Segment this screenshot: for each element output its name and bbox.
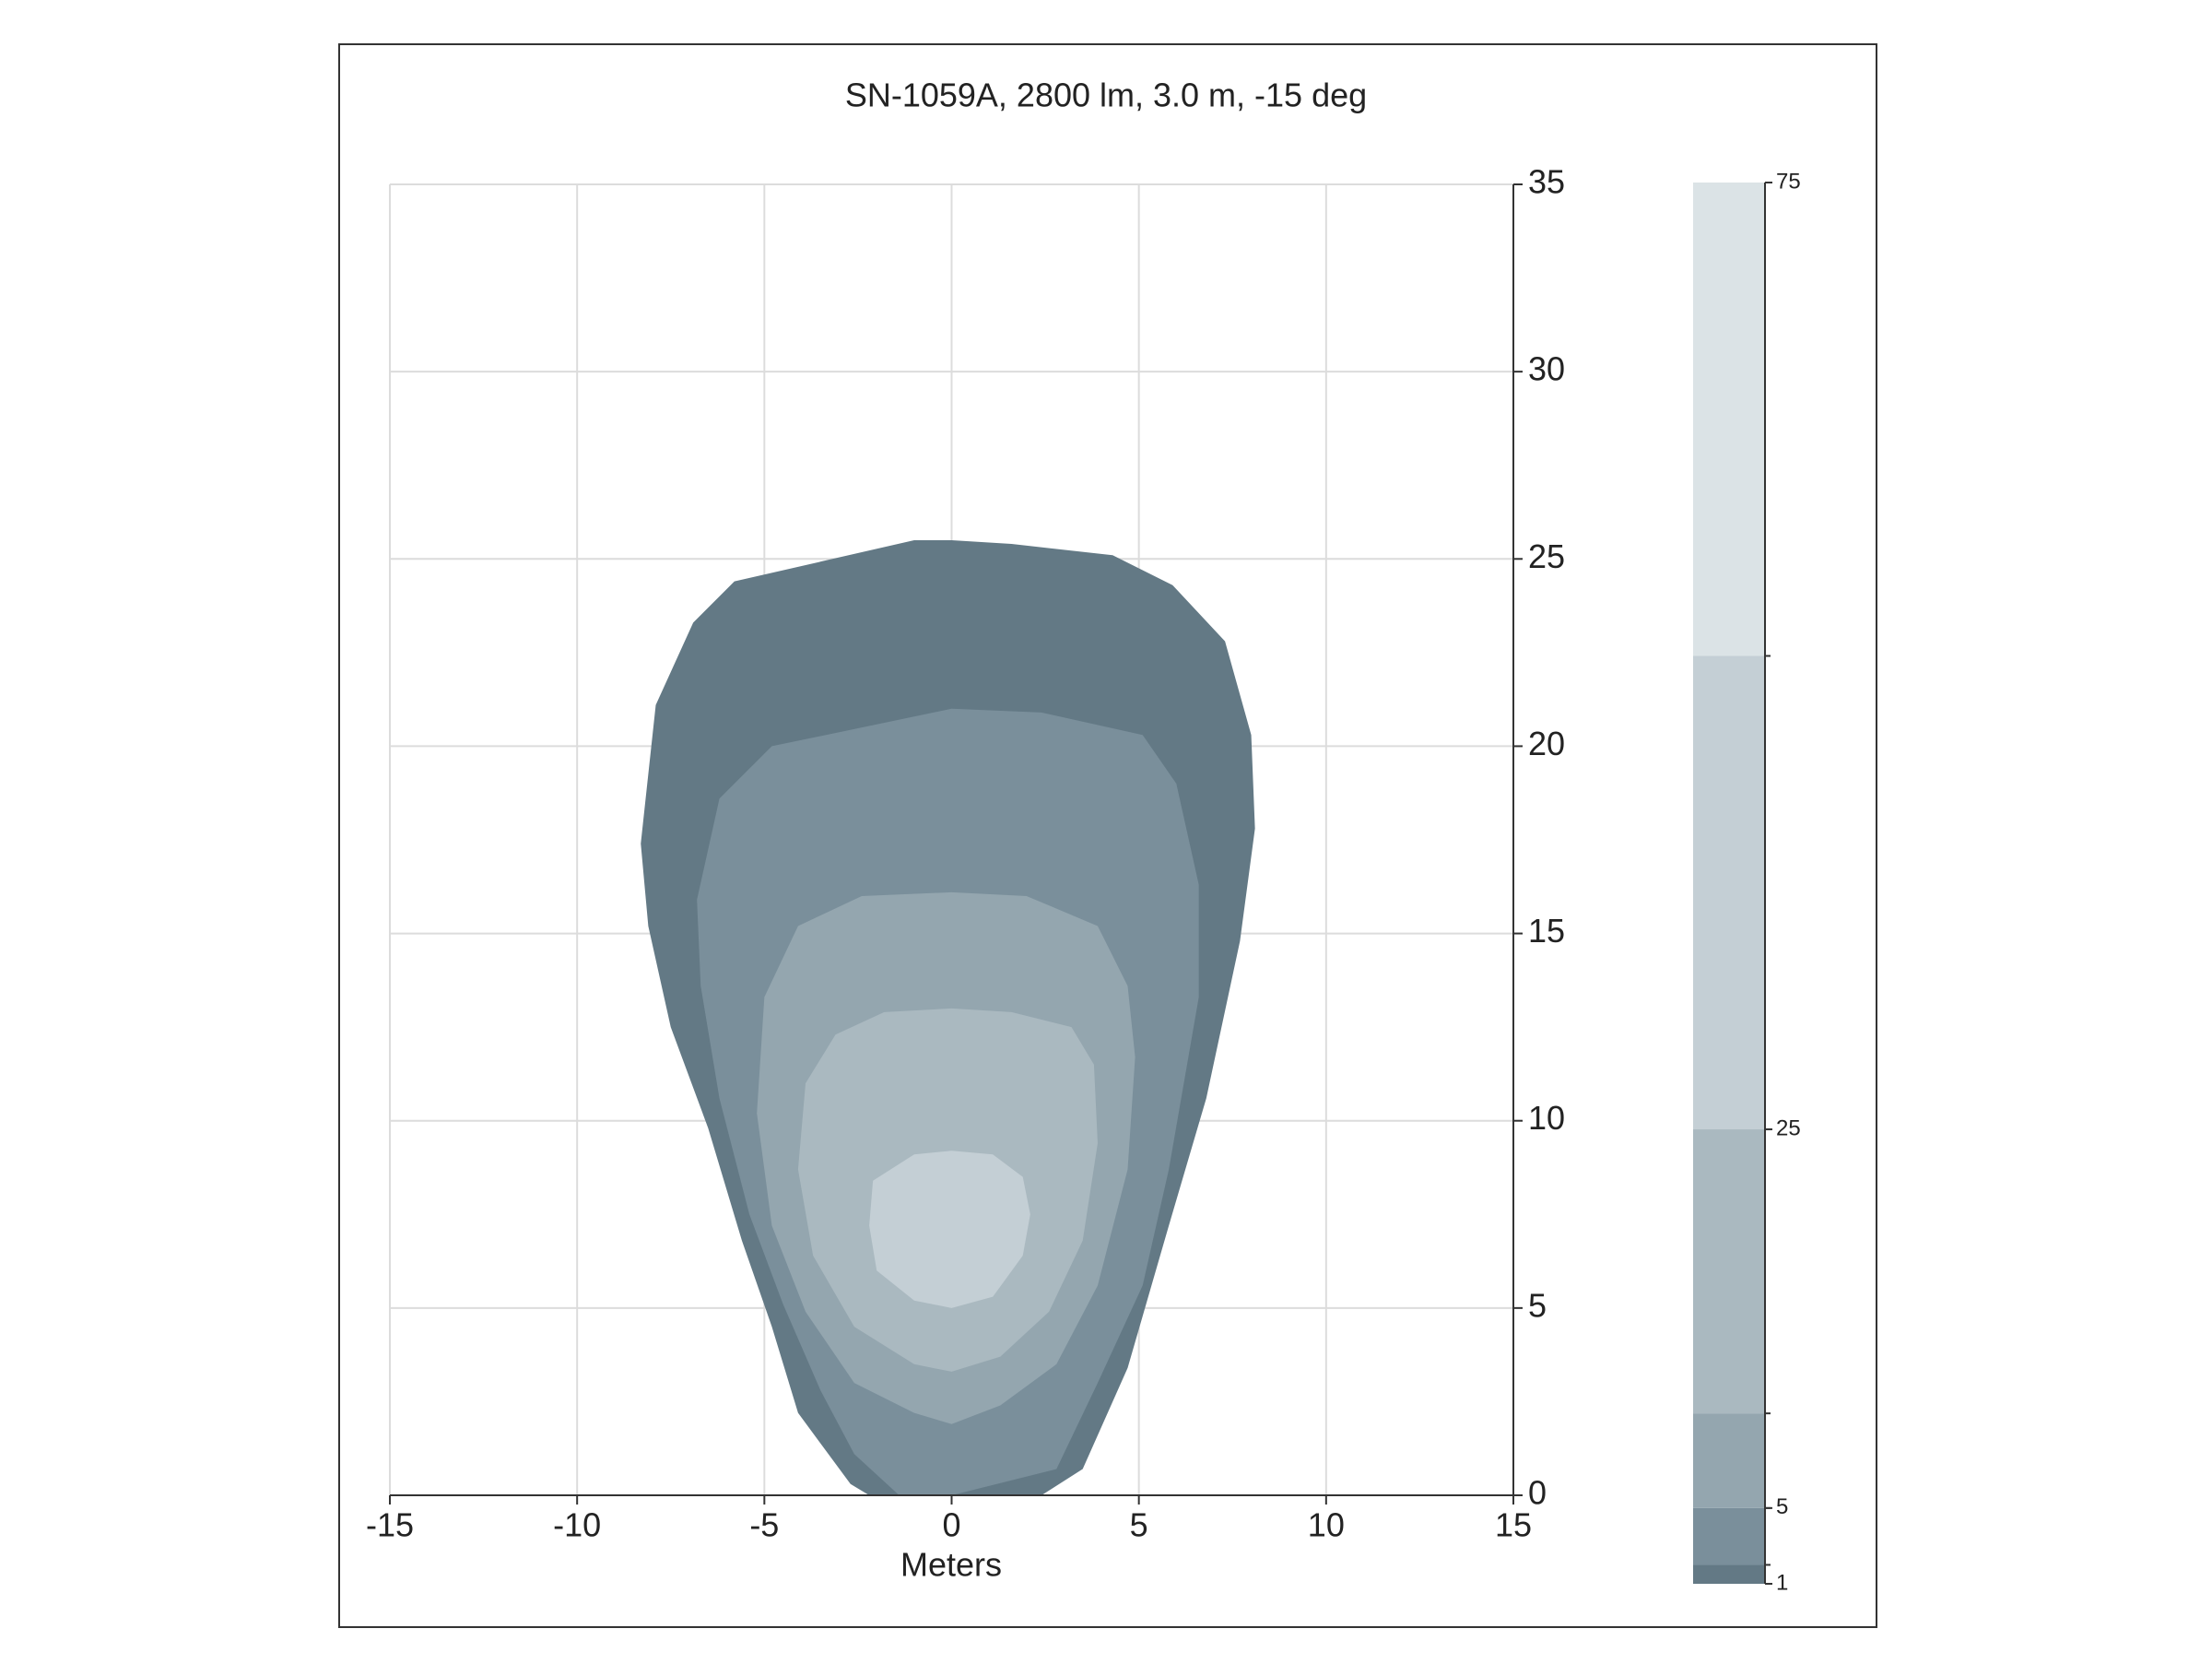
- colorbar-band: [1693, 1507, 1765, 1565]
- colorbar-tick-label: 5: [1776, 1494, 1788, 1519]
- colorbar-tick-label: 75: [1776, 169, 1801, 194]
- colorbar-band: [1693, 1564, 1765, 1584]
- colorbar-band: [1693, 655, 1765, 1130]
- y-tick-label: 10: [1528, 1099, 1565, 1137]
- x-tick-label: -10: [553, 1506, 601, 1544]
- colorbar-tick-label: 1: [1776, 1570, 1788, 1595]
- x-tick-label: 0: [942, 1506, 960, 1544]
- y-tick-label: 20: [1528, 725, 1565, 762]
- x-axis-label: Meters: [900, 1546, 1002, 1584]
- contour-region: [869, 1151, 1030, 1308]
- x-tick-label: 5: [1130, 1506, 1148, 1544]
- x-tick-label: 10: [1308, 1506, 1345, 1544]
- colorbar-band: [1693, 1129, 1765, 1414]
- colorbar-band: [1693, 1413, 1765, 1508]
- x-tick-label: 15: [1495, 1506, 1532, 1544]
- colorbar-band: [1693, 183, 1765, 656]
- chart-title: SN-1059A, 2800 lm, 3.0 m, -15 deg: [845, 77, 1367, 114]
- x-tick-label: -5: [749, 1506, 779, 1544]
- y-tick-label: 5: [1528, 1286, 1547, 1324]
- x-tick-label: -15: [366, 1506, 414, 1544]
- colorbar-tick-label: 25: [1776, 1115, 1801, 1140]
- y-tick-label: 30: [1528, 350, 1565, 388]
- y-tick-label: 35: [1528, 163, 1565, 201]
- y-tick-label: 0: [1528, 1474, 1547, 1512]
- y-tick-label: 25: [1528, 537, 1565, 575]
- y-tick-label: 15: [1528, 912, 1565, 950]
